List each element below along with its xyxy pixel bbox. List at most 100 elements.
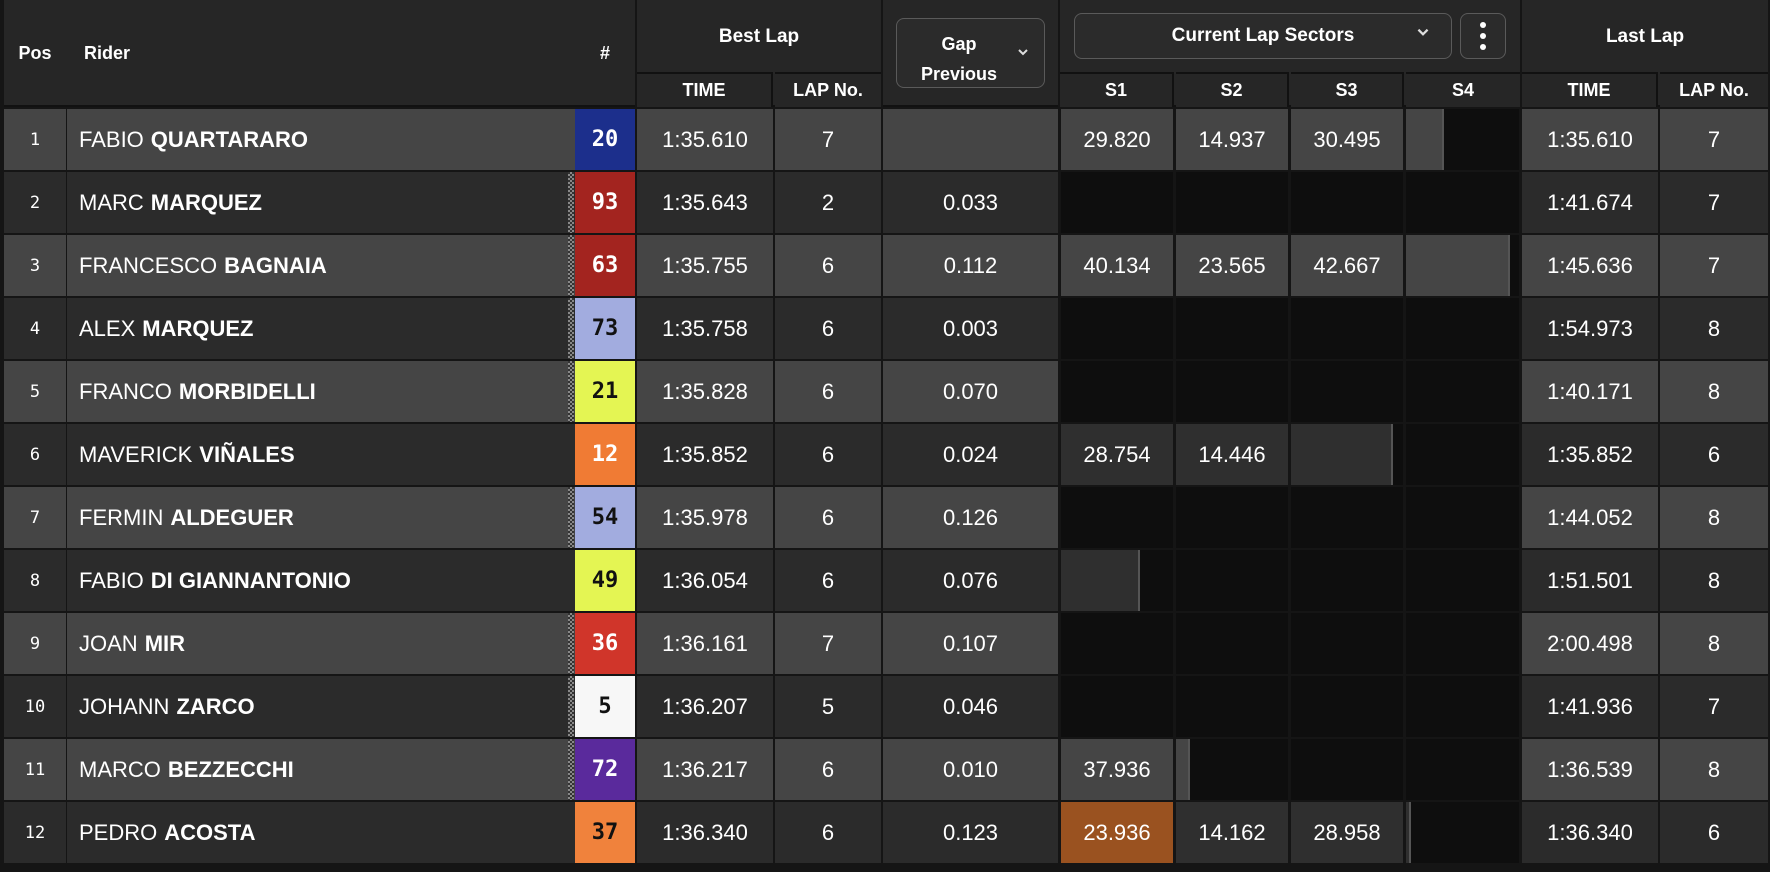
sector-time: [1061, 676, 1173, 737]
header-last-lap-title: Last Lap: [1605, 26, 1685, 47]
chequered-flag-icon: [568, 172, 574, 233]
last-lap-number: 7: [1660, 676, 1768, 737]
rider-first-name: JOHANN: [79, 693, 170, 719]
sector-time: [1406, 613, 1519, 674]
table-row[interactable]: 7 FERMIN ALDEGUER 54 1:35.978 6 0.126 1:44.052 8: [0, 487, 1770, 548]
last-lap-time: 1:45.636: [1522, 235, 1658, 296]
rider-name-cell: MAVERICK VIÑALES: [67, 424, 635, 485]
sector-4-cell: [1406, 361, 1519, 422]
last-lap-time: 1:54.973: [1522, 298, 1658, 359]
chequered-flag-icon: [568, 298, 574, 359]
rider-number-badge: 49: [575, 550, 635, 611]
header-best-lapno: LAP No.: [775, 72, 881, 107]
chevron-down-icon: [1016, 45, 1030, 64]
sector-time: [1406, 424, 1519, 485]
sector-2-cell: [1176, 487, 1288, 548]
table-row[interactable]: 8 FABIO DI GIANNANTONIO 49 1:36.054 6 0.076 1:5…: [0, 550, 1770, 611]
gap-previous: 0.107: [883, 613, 1058, 674]
header-last-lapno: LAP No.: [1660, 72, 1768, 107]
rider-last-name: VIÑALES: [199, 441, 295, 467]
gap-previous: 0.003: [883, 298, 1058, 359]
chevron-down-icon: [1415, 24, 1431, 45]
sector-progress-fill: [1061, 109, 1173, 170]
sectors-dropdown[interactable]: Current Lap Sectors: [1074, 13, 1452, 59]
best-lap-time: 1:35.852: [637, 424, 773, 485]
sector-time: [1406, 550, 1519, 611]
sector-4-cell: [1406, 172, 1519, 233]
sector-3-cell: [1291, 487, 1403, 548]
table-row[interactable]: 5 FRANCO MORBIDELLI 21 1:35.828 6 0.070 1:40.17…: [0, 361, 1770, 422]
sector-progress-fill: [1406, 109, 1445, 170]
chequered-flag-icon: [568, 487, 574, 548]
sector-progress-fill: [1291, 802, 1403, 863]
table-row[interactable]: 2 MARC MARQUEZ 93 1:35.643 2 0.033 1:41.674 7: [0, 172, 1770, 233]
table-row[interactable]: 12 PEDRO ACOSTA 37 1:36.340 6 0.123 23.936 14.16…: [0, 802, 1770, 863]
sector-4-cell: [1406, 235, 1519, 296]
sector-1-cell: 23.936: [1061, 802, 1173, 863]
position-cell: 7: [4, 487, 66, 548]
rider-first-name: FERMIN: [79, 504, 164, 530]
sector-1-cell: 40.134: [1061, 235, 1173, 296]
table-row[interactable]: 1 FABIO QUARTARARO 20 1:35.610 7 29.820 14.937 3…: [0, 109, 1770, 170]
last-lap-number: 7: [1660, 172, 1768, 233]
sector-time: [1406, 676, 1519, 737]
position-cell: 2: [4, 172, 66, 233]
rider-number-badge: 73: [575, 298, 635, 359]
sector-3-cell: [1291, 298, 1403, 359]
table-row[interactable]: 6 MAVERICK VIÑALES 12 1:35.852 6 0.024 28.754 14…: [0, 424, 1770, 485]
sector-time: [1291, 676, 1403, 737]
sector-progress-fill: [1176, 739, 1191, 800]
table-row[interactable]: 4 ALEX MARQUEZ 73 1:35.758 6 0.003 1:54.973 8: [0, 298, 1770, 359]
sector-4-cell: [1406, 487, 1519, 548]
chequered-flag-icon: [568, 676, 574, 737]
sector-time: [1291, 172, 1403, 233]
sector-4-cell: [1406, 676, 1519, 737]
sector-3-cell: 28.958: [1291, 802, 1403, 863]
sector-2-cell: [1176, 172, 1288, 233]
sector-time: [1291, 550, 1403, 611]
best-lap-number: 6: [775, 298, 881, 359]
header-last-time: TIME: [1522, 72, 1658, 107]
gap-selector-button[interactable]: Gap Previous: [896, 18, 1045, 88]
rider-first-name: FRANCO: [79, 378, 172, 404]
table-row[interactable]: 10 JOHANN ZARCO 5 1:36.207 5 0.046 1:41.936 7: [0, 676, 1770, 737]
table-row[interactable]: 3 FRANCESCO BAGNAIA 63 1:35.755 6 0.112 40.134 2…: [0, 235, 1770, 296]
sector-1-cell: [1061, 613, 1173, 674]
sector-time: [1061, 487, 1173, 548]
kebab-menu-icon[interactable]: [1460, 13, 1506, 59]
header-pos: Pos: [18, 43, 52, 63]
header-pos-cell: Pos: [4, 0, 66, 107]
header-s1: S1: [1060, 72, 1174, 107]
sector-time: [1061, 361, 1173, 422]
sector-time: 14.446: [1198, 441, 1266, 467]
sector-2-cell: 14.446: [1176, 424, 1288, 485]
table-row[interactable]: 11 MARCO BEZZECCHI 72 1:36.217 6 0.010 37.936 1:…: [0, 739, 1770, 800]
best-lap-number: 6: [775, 550, 881, 611]
sector-3-cell: [1291, 172, 1403, 233]
sector-4-cell: [1406, 424, 1519, 485]
sector-progress-fill: [1406, 802, 1412, 863]
position-cell: 5: [4, 361, 66, 422]
sector-1-cell: [1061, 361, 1173, 422]
sector-time: [1291, 487, 1403, 548]
rider-number-badge: 36: [575, 613, 635, 674]
rider-name-cell: JOAN MIR: [67, 613, 635, 674]
position-cell: 10: [4, 676, 66, 737]
sector-time: [1406, 172, 1519, 233]
rider-name-cell: FABIO QUARTARARO: [67, 109, 635, 170]
last-lap-time: 1:41.936: [1522, 676, 1658, 737]
sector-progress-fill: [1061, 739, 1173, 800]
best-lap-number: 6: [775, 361, 881, 422]
rider-name-cell: FABIO DI GIANNANTONIO: [67, 550, 635, 611]
gap-previous: 0.010: [883, 739, 1058, 800]
best-lap-time: 1:36.054: [637, 550, 773, 611]
sector-time: [1176, 361, 1288, 422]
best-lap-number: 6: [775, 235, 881, 296]
sector-progress-fill: [1176, 424, 1288, 485]
rider-last-name: MORBIDELLI: [178, 378, 316, 404]
last-lap-number: 8: [1660, 613, 1768, 674]
table-row[interactable]: 9 JOAN MIR 36 1:36.161 7 0.107 2:00.498 8: [0, 613, 1770, 674]
best-lap-time: 1:35.610: [637, 109, 773, 170]
sector-time: 14.162: [1198, 819, 1266, 845]
rider-number-badge: 72: [575, 739, 635, 800]
